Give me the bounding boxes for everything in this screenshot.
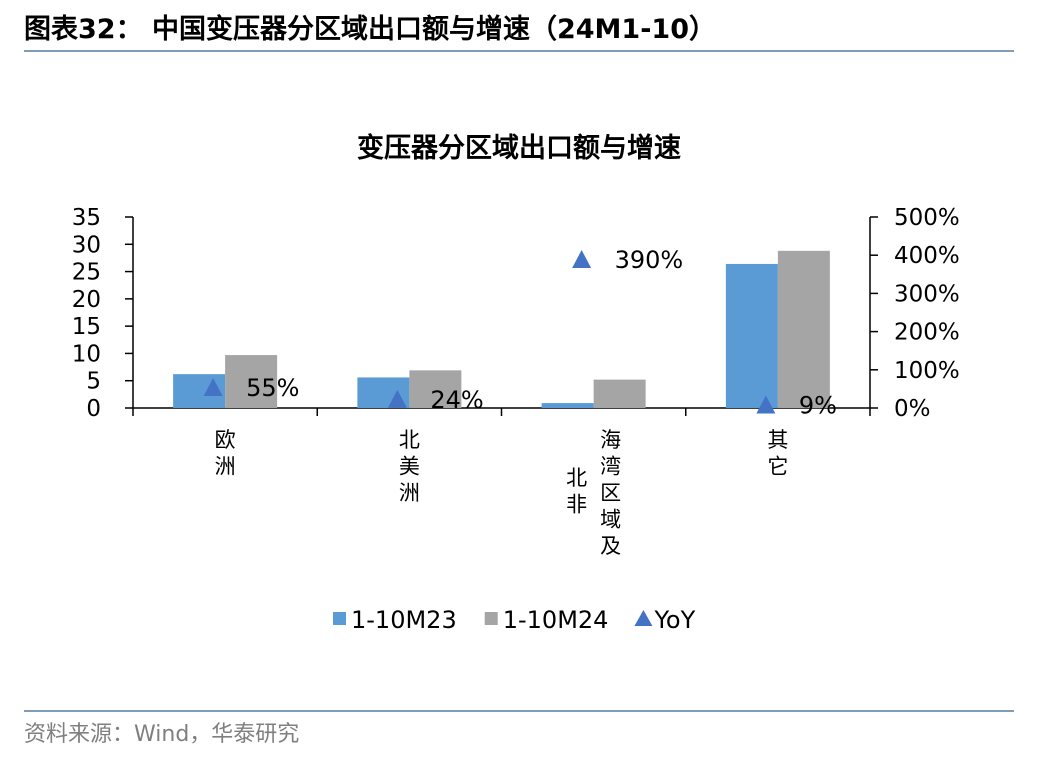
y-right-tick-label: 100% — [894, 358, 960, 384]
yoy-data-label: 9% — [799, 392, 837, 420]
chart-axes: 051015202530350%100%200%300%400%500%欧洲北美… — [72, 205, 960, 558]
x-category-label-char: 域 — [600, 508, 621, 532]
x-category-label-char: 及 — [600, 534, 621, 558]
x-category-label-char: 区 — [600, 481, 621, 505]
y-left-tick-label: 30 — [72, 232, 101, 258]
x-category-label-char: 北 — [566, 466, 587, 490]
x-category-label-char: 北 — [399, 428, 420, 452]
y-left-tick-label: 15 — [72, 314, 101, 340]
legend-swatch-1-10m23 — [333, 612, 346, 625]
yoy-triangle-marker — [203, 377, 223, 396]
figure-title: 图表32： 中国变压器分区域出口额与增速（24M1-10） — [24, 14, 716, 45]
chart-legend: 1-10M23 1-10M24 YoY — [333, 606, 696, 634]
yoy-triangle-marker — [756, 395, 776, 414]
legend-swatch-yoy — [634, 610, 653, 626]
x-category-label-char: 洲 — [215, 455, 236, 479]
chart-bars — [173, 250, 830, 408]
y-left-tick-label: 35 — [72, 205, 101, 231]
y-left-tick-label: 25 — [72, 260, 101, 286]
yoy-data-label: 390% — [615, 246, 684, 274]
yoy-data-label: 55% — [246, 374, 299, 402]
chart-title: 变压器分区域出口额与增速 — [357, 132, 681, 164]
x-category-label-char: 美 — [399, 455, 420, 479]
yoy-triangle-marker — [572, 250, 592, 269]
title-divider — [24, 50, 1014, 52]
bar-1-10m24 — [225, 355, 278, 408]
legend-label: 1-10M24 — [503, 606, 609, 634]
yoy-triangle-marker — [387, 389, 407, 408]
x-category-label-char: 其 — [767, 428, 788, 452]
x-category-label-char: 海 — [600, 428, 621, 452]
source-note: 资料来源：Wind，华泰研究 — [24, 722, 300, 747]
x-category-label-char: 洲 — [399, 481, 420, 505]
bar-1-10m24 — [777, 250, 830, 408]
chart-markers: 55% 24% 390% 9% — [203, 246, 837, 420]
x-category-label-char: 湾 — [600, 455, 621, 479]
y-left-tick-label: 10 — [72, 341, 101, 367]
x-category-label-char: 它 — [767, 455, 788, 479]
bar-1-10m24 — [593, 379, 646, 408]
y-left-tick-label: 0 — [86, 396, 101, 422]
legend-label: 1-10M23 — [351, 606, 457, 634]
bar-1-10m23 — [725, 263, 778, 408]
bar-1-10m23 — [541, 403, 594, 408]
yoy-data-label: 24% — [430, 386, 483, 414]
x-category-label-char: 非 — [566, 493, 587, 517]
y-right-tick-label: 0% — [894, 396, 931, 422]
legend-swatch-1-10m24 — [484, 612, 498, 625]
footer-divider — [24, 710, 1014, 712]
y-left-tick-label: 20 — [72, 287, 101, 313]
x-category-label-char: 欧 — [215, 428, 236, 452]
y-right-tick-label: 400% — [894, 243, 960, 269]
y-right-tick-label: 200% — [894, 320, 960, 346]
y-right-tick-label: 300% — [894, 281, 960, 307]
legend-label: YoY — [653, 606, 695, 634]
y-right-tick-label: 500% — [894, 205, 960, 231]
y-left-tick-label: 5 — [86, 369, 101, 395]
bar-1-10m24 — [409, 370, 462, 408]
